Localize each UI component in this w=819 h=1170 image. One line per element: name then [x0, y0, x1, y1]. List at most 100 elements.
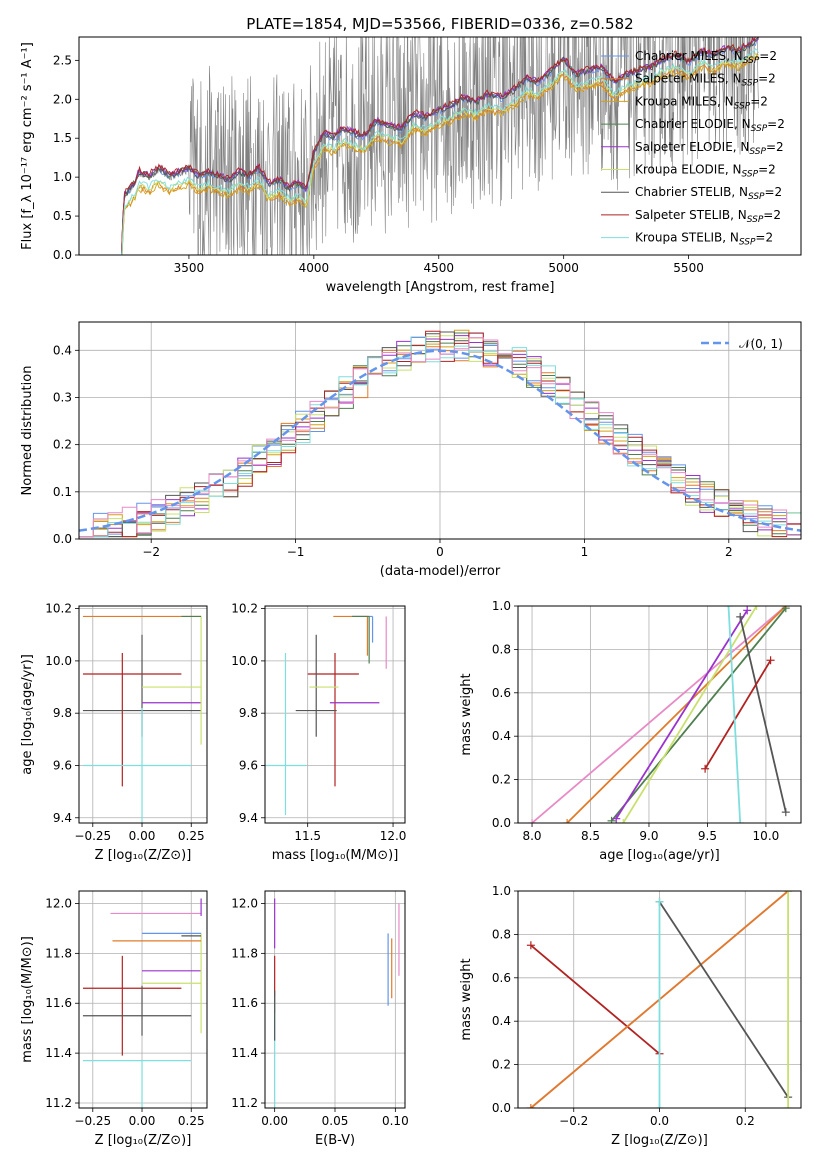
age_vs_Z-frame: [78, 605, 208, 824]
legend-label: Chabrier ELODIE, NSSP=2: [635, 117, 785, 134]
errorbar: [352, 615, 370, 664]
histogram-step: [79, 337, 801, 538]
x-tick-label: 0.25: [178, 829, 205, 843]
y-tick-label: 0.4: [492, 1014, 511, 1028]
weight-series: [736, 612, 790, 817]
y-axis-label: age [log₁₀(age/yr)]: [20, 654, 35, 775]
y-tick-label: 9.8: [239, 706, 258, 720]
weight-line: [622, 606, 758, 823]
y-tick-label: 0.0: [492, 816, 511, 830]
errorbar: [333, 615, 369, 656]
y-tick-label: 9.8: [53, 706, 72, 720]
x-tick-label: 10.0: [753, 829, 780, 843]
y-tick-label: 0.0: [53, 248, 72, 262]
weight-series: [612, 606, 752, 823]
legend-label: Kroupa ELODIE, NSSP=2: [635, 163, 776, 180]
x-tick-label: −0.25: [74, 829, 111, 843]
x-tick-label: 3500: [174, 261, 205, 275]
x-tick-label: 12.0: [380, 829, 407, 843]
weight_vs_Z-frame: [517, 890, 802, 1109]
legend-label: Kroupa MILES, NSSP=2: [635, 94, 768, 111]
y-tick-label: 9.6: [239, 758, 258, 772]
y-tick-label: 2.5: [53, 53, 72, 67]
y-tick-label: 0.8: [492, 927, 511, 941]
spectrum-legend: Chabrier MILES, NSSP=2 Salpeter MILES, NS…: [601, 49, 785, 248]
residual_hist-frame: [78, 321, 802, 540]
x-tick-label: 0.2: [736, 1114, 755, 1128]
mass_vs_ebv-axes: 0.00 0.05 0.10 11.2 11.4 11.6 11.8 12.0 E(B-V): [231, 891, 409, 1148]
weight-line: [704, 659, 772, 770]
y-axis-label: mass [log₁₀(M/M⊙)]: [20, 936, 35, 1063]
x-tick-label: 11.5: [294, 829, 321, 843]
weight-series: [528, 606, 790, 823]
weight-line: [530, 944, 661, 1055]
y-axis-label: Normed distribution: [20, 366, 35, 496]
x-tick-label: 0.0: [650, 1114, 669, 1128]
legend-label: Salpeter ELODIE, NSSP=2: [635, 140, 784, 157]
x-tick-label: 0.10: [382, 1114, 409, 1128]
weight-line: [566, 606, 787, 823]
y-tick-label: 0.0: [53, 532, 72, 546]
age_vs_Z-axes: −0.25 0.00 0.25 9.4 9.6 9.8 10.0 10.2 Z [log₁₀(Z…: [20, 602, 207, 863]
observed-spectrum-line: [121, 37, 759, 255]
y-tick-label: 0.3: [53, 390, 72, 404]
spectrum-axes: 3500 4000 4500 5000 5500 0.0 0.5 1.0 1.5 2.0 2.5 wa…: [20, 42, 704, 295]
mass_vs_Z-frame: [78, 890, 208, 1109]
x-axis-label: E(B-V): [315, 1133, 355, 1148]
errorbar: [295, 634, 337, 737]
weight-series: [526, 941, 664, 1058]
x-tick-label: 0.00: [129, 829, 156, 843]
y-tick-label: 0.6: [492, 686, 511, 700]
residual_hist-axes: −2 −1 0 1 2 0.0 0.1 0.2 0.3 0.4 (data-model)/error…: [20, 322, 801, 579]
y-tick-label: 11.4: [45, 1046, 72, 1060]
x-tick-label: −0.2: [559, 1114, 588, 1128]
model-spectrum-line: [121, 55, 759, 255]
errorbar: [307, 653, 359, 787]
x-tick-label: 8.0: [522, 829, 541, 843]
y-tick-label: 1.0: [492, 884, 511, 898]
legend-label: Kroupa STELIB, NSSP=2: [635, 231, 773, 248]
model-spectrum-line: [121, 37, 759, 252]
y-tick-label: 11.8: [45, 946, 72, 960]
histogram-step: [79, 330, 801, 538]
errorbar: [82, 653, 182, 787]
weight_vs_age-frame: [517, 605, 802, 824]
model-spectrum-line: [121, 48, 759, 255]
mass_vs_ebv-frame: [264, 890, 406, 1109]
x-axis-label: wavelength [Angstrom, rest frame]: [326, 280, 555, 295]
x-tick-label: 8.5: [581, 829, 600, 843]
weight_vs_age-axes: 8.0 8.5 9.0 9.5 10.0 0.0 0.2 0.4 0.6 0.8 1.0 age [l…: [459, 599, 801, 863]
legend-label: Chabrier MILES, NSSP=2: [635, 49, 777, 66]
x-tick-label: 0.00: [261, 1114, 288, 1128]
y-tick-label: 11.2: [45, 1096, 72, 1110]
age_vs_mass-frame: [264, 605, 406, 824]
x-tick-label: 2: [725, 545, 733, 559]
y-tick-label: 1.0: [492, 599, 511, 613]
y-tick-label: 12.0: [45, 896, 72, 910]
y-tick-label: 0.1: [53, 485, 72, 499]
y-axis-label: mass weight: [459, 673, 474, 755]
y-tick-label: 10.2: [231, 602, 258, 616]
y-tick-label: 10.0: [45, 654, 72, 668]
weight-series: [563, 606, 790, 823]
model-spectrum-line: [121, 52, 759, 255]
y-tick-label: 0.4: [53, 343, 72, 357]
x-axis-label: mass [log₁₀(M/M⊙)]: [272, 848, 399, 863]
y-tick-label: 0.8: [492, 642, 511, 656]
y-tick-label: 0.2: [53, 438, 72, 452]
weight-series: [655, 897, 664, 1108]
y-tick-label: 12.0: [231, 896, 258, 910]
y-tick-label: 1.0: [53, 170, 72, 184]
weight-line: [531, 606, 787, 823]
legend-label: Chabrier STELIB, NSSP=2: [635, 185, 782, 202]
y-tick-label: 0.2: [492, 773, 511, 787]
y-tick-label: 0.5: [53, 209, 72, 223]
y-tick-label: 11.6: [45, 996, 72, 1010]
y-tick-label: 11.2: [231, 1096, 258, 1110]
x-tick-label: 0: [436, 545, 444, 559]
x-tick-label: 5000: [548, 261, 579, 275]
x-axis-label: Z [log₁₀(Z/Z⊙)]: [611, 1133, 708, 1148]
weight-series: [607, 606, 790, 823]
legend-label: Salpeter STELIB, NSSP=2: [635, 208, 781, 225]
